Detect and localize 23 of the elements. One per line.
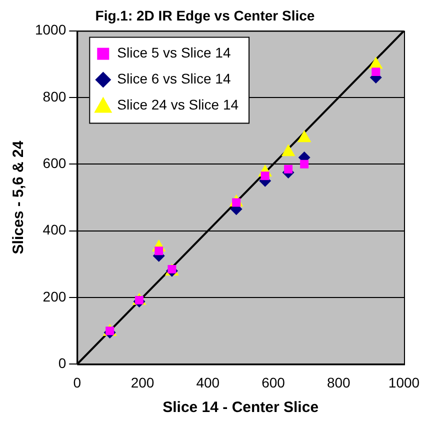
y-tick-label: 600 xyxy=(42,155,66,172)
x-tick-label: 800 xyxy=(326,374,351,390)
x-tick-label: 600 xyxy=(262,374,286,390)
x-tick-label: 0 xyxy=(73,374,82,390)
point xyxy=(372,68,380,76)
point xyxy=(284,164,293,174)
x-tick-label: 400 xyxy=(196,374,220,390)
legend-label: Slice 24 vs Slice 14 xyxy=(117,96,239,113)
x-tick-label: 1000 xyxy=(388,374,420,390)
y-axis-title: Slices - 5,6 & 24 xyxy=(10,140,28,254)
x-tick-label: 200 xyxy=(130,374,154,390)
y-tick-label: 200 xyxy=(42,288,66,304)
y-tick-label: 400 xyxy=(42,222,66,238)
y-tick-label: 800 xyxy=(42,88,66,104)
x-axis-title: Slice 14 - Center Slice xyxy=(162,399,319,416)
point xyxy=(154,246,164,256)
point xyxy=(300,160,309,168)
point xyxy=(260,172,270,180)
chart-title: Fig.1: 2D IR Edge vs Center Slice xyxy=(95,7,315,24)
legend-label: Slice 6 vs Slice 14 xyxy=(117,70,231,87)
y-tick-label: 1000 xyxy=(34,22,66,38)
legend-label: Slice 5 vs Slice 14 xyxy=(117,44,231,61)
y-tick-label: 0 xyxy=(58,355,66,372)
